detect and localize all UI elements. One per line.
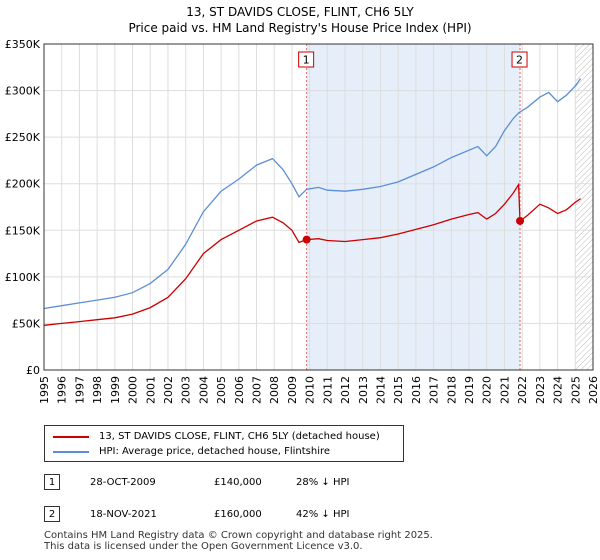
marker-label-box (511, 51, 528, 68)
marker-label-box (298, 51, 315, 68)
y-tick-label: £100K (5, 271, 41, 284)
x-tick-label: 2026 (587, 376, 600, 404)
legend-label-property: 13, ST DAVIDS CLOSE, FLINT, CH6 5LY (det… (99, 431, 380, 442)
x-tick-label: 2013 (357, 376, 370, 404)
x-tick-label: 2007 (251, 376, 264, 404)
x-tick-label: 2010 (304, 376, 317, 404)
x-tick-label: 2008 (268, 376, 281, 404)
transaction-row: 1 28-OCT-2009 £140,000 28% ↓ HPI (44, 474, 544, 492)
x-tick-label: 1999 (109, 376, 122, 404)
series-line-hpi (43, 78, 582, 310)
x-tick-label: 1995 (38, 376, 51, 404)
transaction-date: 18-NOV-2021 (90, 509, 157, 520)
x-tick-label: 1998 (91, 376, 104, 404)
transaction-date: 28-OCT-2009 (90, 477, 156, 488)
x-tick-label: 2000 (127, 376, 140, 404)
x-tick-label: 2022 (516, 376, 529, 404)
footer-line-copyright: Contains HM Land Registry data © Crown c… (44, 530, 433, 541)
x-tick-label: 2002 (162, 376, 175, 404)
footer-line-licence: This data is licensed under the Open Gov… (44, 541, 363, 552)
x-tick-label: 2021 (498, 376, 511, 404)
y-tick-label: £0 (26, 364, 40, 377)
x-tick-label: 2025 (569, 376, 582, 404)
chart-subtitle: Price paid vs. HM Land Registry's House … (128, 21, 471, 35)
x-tick-label: 2011 (321, 376, 334, 404)
y-tick-label: £250K (5, 131, 41, 144)
y-tick-label: £350K (5, 38, 41, 51)
marker-label: 1 (303, 54, 310, 67)
highlight-band (306, 44, 521, 370)
x-tick-label: 2009 (286, 376, 299, 404)
plot-border (43, 43, 594, 371)
y-tick-label: £150K (5, 224, 41, 237)
x-tick-label: 2014 (374, 376, 387, 404)
legend-swatch-property (53, 436, 89, 438)
transaction-row: 2 18-NOV-2021 £160,000 42% ↓ HPI (44, 506, 544, 524)
legend: 13, ST DAVIDS CLOSE, FLINT, CH6 5LY (det… (44, 425, 404, 462)
footer: Contains HM Land Registry data © Crown c… (44, 530, 433, 552)
marker-label: 2 (516, 54, 523, 67)
x-tick-label: 2015 (392, 376, 405, 404)
y-tick-label: £200K (5, 178, 41, 191)
x-tick-label: 2018 (445, 376, 458, 404)
x-tick-label: 2001 (144, 376, 157, 404)
x-tick-label: 2017 (428, 376, 441, 404)
y-tick-label: £300K (5, 85, 41, 98)
transaction-hpi-diff: 42% ↓ HPI (296, 509, 350, 520)
sale-marker-point (302, 235, 311, 244)
transaction-price: £160,000 (214, 509, 262, 520)
x-tick-label: 2024 (552, 376, 565, 404)
x-tick-label: 1996 (56, 376, 69, 404)
transaction-hpi-diff: 28% ↓ HPI (296, 477, 350, 488)
x-tick-label: 2020 (481, 376, 494, 404)
x-tick-label: 2004 (197, 376, 210, 404)
x-tick-label: 2003 (180, 376, 193, 404)
x-tick-label: 2006 (233, 376, 246, 404)
y-tick-label: £50K (12, 317, 41, 330)
transaction-number: 1 (44, 474, 60, 490)
x-tick-label: 2016 (410, 376, 423, 404)
legend-label-hpi: HPI: Average price, detached house, Flin… (99, 446, 331, 457)
forecast-hatch (575, 44, 593, 370)
x-tick-label: 2023 (534, 376, 547, 404)
chart-title: 13, ST DAVIDS CLOSE, FLINT, CH6 5LY (186, 5, 414, 19)
legend-swatch-hpi (53, 451, 89, 453)
sale-marker-point (516, 216, 525, 225)
transaction-price: £140,000 (214, 477, 262, 488)
transaction-number: 2 (44, 506, 60, 522)
x-tick-label: 2005 (215, 376, 228, 404)
x-tick-label: 2019 (463, 376, 476, 404)
x-tick-label: 2012 (339, 376, 352, 404)
chart: 13, ST DAVIDS CLOSE, FLINT, CH6 5LY Price… (5, 5, 600, 404)
x-tick-label: 1997 (73, 376, 86, 404)
